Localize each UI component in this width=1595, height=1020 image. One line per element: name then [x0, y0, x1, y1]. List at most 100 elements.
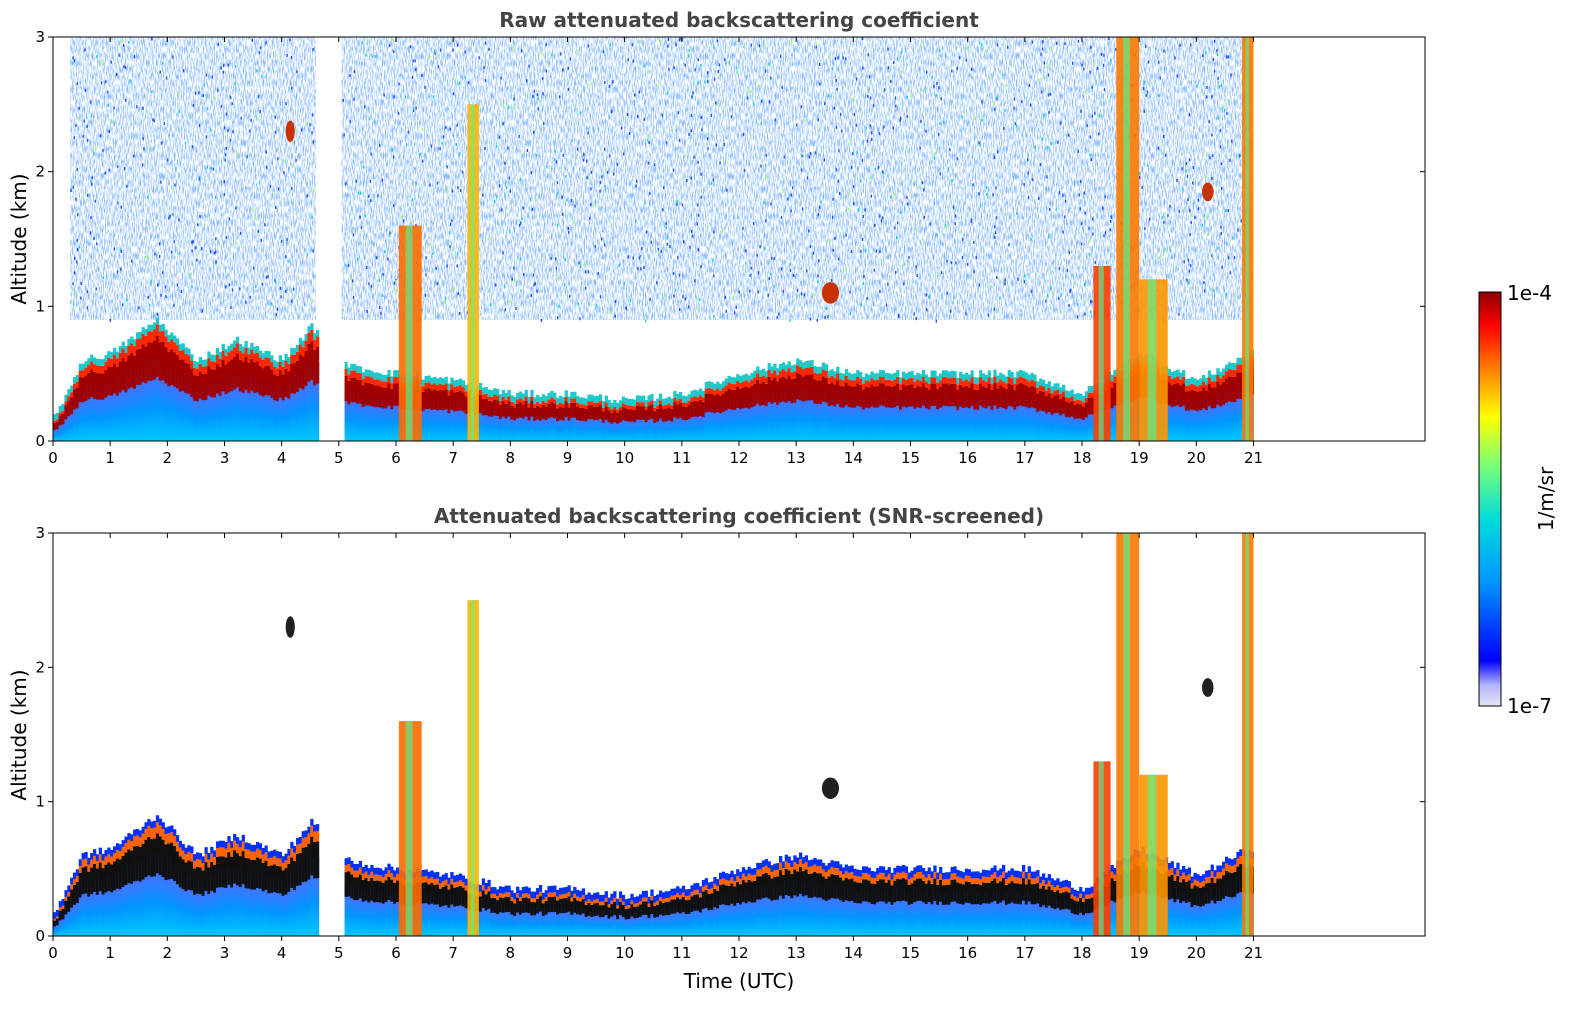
- bl-column: [876, 395, 880, 441]
- bl-edge: [273, 856, 277, 865]
- bl-aerosol: [807, 374, 811, 401]
- bl-edge: [638, 901, 643, 905]
- noise-speckle: [90, 216, 92, 220]
- bl-halo: [650, 889, 654, 897]
- bl-aerosol: [1182, 879, 1186, 902]
- bl-aerosol: [375, 385, 380, 407]
- bl-edge: [396, 874, 400, 881]
- noise-speckle: [425, 273, 427, 277]
- bl-column: [550, 903, 554, 936]
- bl-halo: [304, 333, 308, 341]
- noise-speckle: [1037, 78, 1040, 82]
- bl-aerosol: [227, 361, 231, 393]
- bl-column: [558, 904, 563, 936]
- bl-edge: [1084, 894, 1089, 899]
- bl-aerosol: [701, 401, 706, 418]
- bl-aerosol: [830, 382, 834, 406]
- bl-aerosol: [790, 379, 794, 404]
- bl-aerosol: [1039, 390, 1043, 411]
- bl-aerosol: [759, 383, 763, 406]
- bl-halo: [393, 370, 397, 378]
- bl-column: [484, 405, 488, 441]
- bl-halo: [893, 372, 897, 380]
- bl-halo: [478, 382, 483, 390]
- bl-aerosol: [221, 856, 225, 888]
- bl-column: [790, 884, 794, 936]
- bl-edge: [587, 899, 591, 903]
- bl-edge: [110, 358, 114, 368]
- bl-halo: [947, 872, 951, 879]
- noise-speckle: [117, 201, 119, 205]
- bl-column: [1176, 392, 1180, 441]
- bl-halo: [558, 887, 563, 895]
- bl-aerosol: [813, 871, 817, 897]
- bl-edge: [721, 387, 726, 394]
- noise-speckle: [647, 134, 650, 138]
- noise-speckle: [142, 106, 144, 110]
- bl-halo: [618, 891, 623, 899]
- noise-speckle: [1062, 193, 1064, 197]
- bl-column: [627, 912, 631, 936]
- bl-halo: [836, 861, 840, 868]
- noise-speckle: [644, 201, 646, 205]
- noise-speckle: [994, 225, 996, 229]
- bl-column: [1216, 391, 1220, 441]
- bl-halo: [158, 324, 163, 332]
- noise-speckle: [587, 175, 590, 179]
- bl-edge: [819, 373, 823, 381]
- bl-aerosol: [270, 370, 274, 398]
- noise-speckle: [848, 192, 850, 196]
- bl-edge: [836, 373, 840, 381]
- bl-halo: [201, 856, 205, 864]
- bl-halo: [1010, 868, 1014, 876]
- bl-edge: [1053, 390, 1057, 396]
- bl-column: [916, 888, 920, 936]
- bl-aerosol: [90, 369, 94, 398]
- noise-speckle: [518, 223, 521, 227]
- bl-column: [596, 908, 600, 936]
- noise-speckle: [76, 82, 78, 86]
- noise-speckle: [752, 102, 755, 106]
- noise-speckle: [841, 129, 843, 133]
- noise-speckle: [456, 123, 458, 127]
- bl-edge: [273, 367, 277, 375]
- bl-edge: [501, 396, 506, 402]
- noise-speckle: [790, 209, 792, 213]
- noise-speckle: [414, 59, 416, 63]
- bl-halo: [664, 891, 668, 899]
- noise-speckle: [919, 146, 921, 150]
- bl-aerosol: [804, 375, 808, 401]
- bl-column: [647, 911, 651, 936]
- bl-edge: [1019, 376, 1023, 384]
- bl-column: [901, 887, 906, 936]
- bl-column: [147, 853, 151, 936]
- noise-speckle: [639, 254, 642, 258]
- bl-aerosol: [867, 387, 871, 409]
- bl-column: [1044, 403, 1049, 441]
- bl-edge: [796, 864, 800, 872]
- bl-column: [876, 889, 880, 936]
- noise-speckle: [265, 41, 267, 45]
- noise-speckle: [988, 76, 991, 80]
- bl-aerosol: [441, 390, 445, 411]
- noise-speckle: [906, 114, 908, 118]
- bl-halo: [741, 374, 746, 382]
- panel-title-raw: Raw attenuated backscattering coefficien…: [499, 8, 979, 32]
- bl-column: [464, 898, 468, 936]
- noise-speckle: [1186, 278, 1188, 282]
- noise-speckle: [206, 165, 208, 169]
- noise-speckle: [388, 233, 391, 237]
- bl-aerosol: [530, 902, 534, 916]
- y-tick-label: 1: [35, 793, 45, 811]
- bl-edge: [730, 383, 734, 390]
- noise-speckle: [677, 256, 679, 260]
- bl-aerosol: [538, 896, 543, 912]
- bl-halo: [1199, 875, 1203, 883]
- bl-column: [1199, 399, 1203, 441]
- bl-edge: [516, 893, 520, 898]
- bl-column: [373, 394, 377, 441]
- bl-aerosol: [230, 856, 234, 888]
- noise-speckle: [169, 214, 171, 218]
- bl-halo: [396, 867, 400, 875]
- bl-edge: [890, 879, 894, 886]
